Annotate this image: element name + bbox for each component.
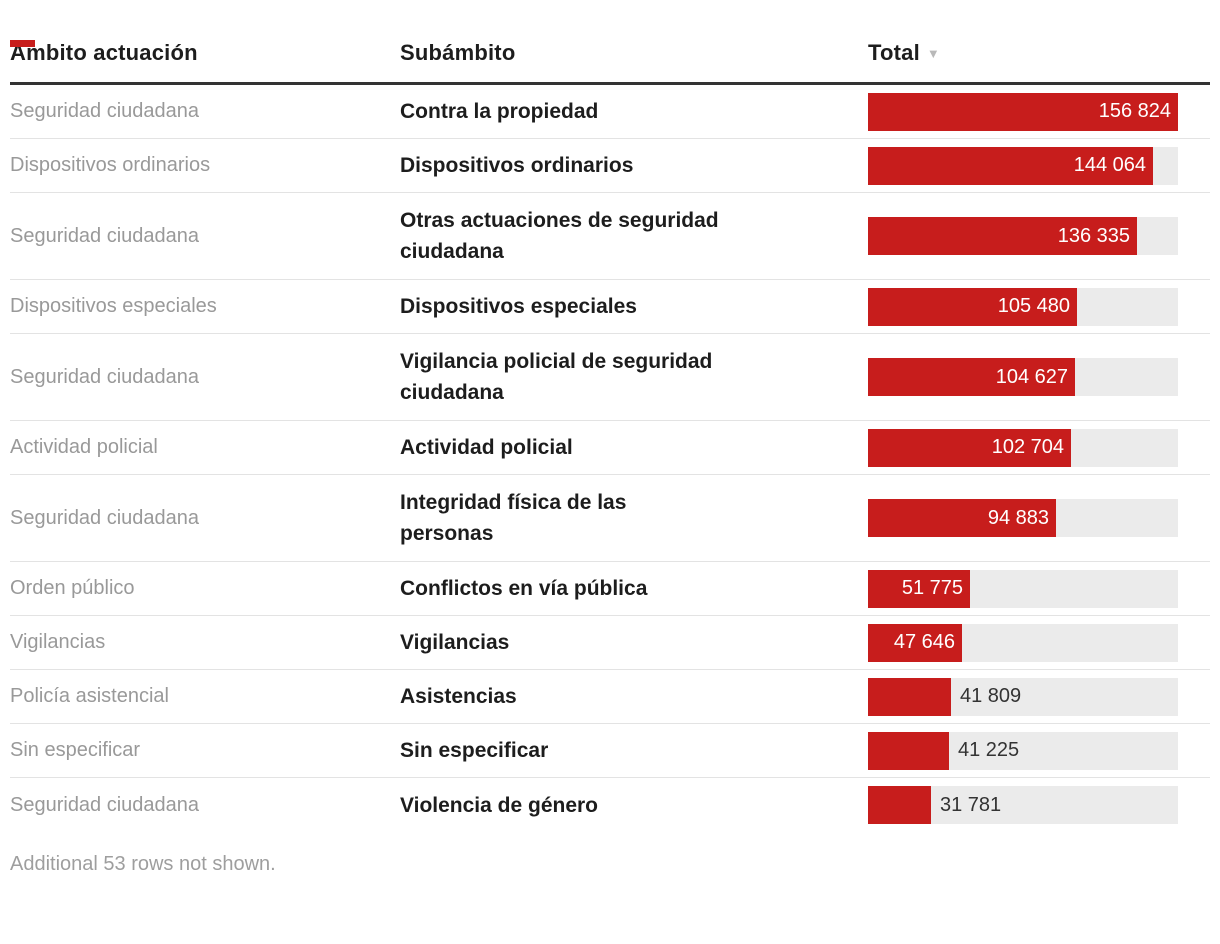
subambito-cell: Vigilancia policial de seguridad ciudada… bbox=[400, 350, 713, 404]
column-header-subambito[interactable]: Subámbito bbox=[400, 40, 516, 65]
total-cell: 94 883 bbox=[868, 499, 1178, 537]
total-value: 94 883 bbox=[987, 506, 1049, 529]
total-bar: 144 064 bbox=[868, 146, 1153, 185]
total-value: 47 646 bbox=[893, 631, 955, 653]
subambito-cell: Asistencias bbox=[400, 685, 517, 708]
ambito-cell: Seguridad ciudadana bbox=[10, 793, 200, 816]
total-value: 31 781 bbox=[940, 793, 1002, 816]
bar-track: 156 824 bbox=[868, 92, 1178, 131]
total-cell: 47 646 bbox=[868, 623, 1178, 662]
table-row: Dispositivos especiales Dispositivos espe… bbox=[10, 280, 1210, 334]
ambito-cell: Actividad policial bbox=[10, 436, 158, 458]
bar-track: 51 775 bbox=[868, 569, 1178, 608]
table-row: Vigilancias Vigilancias 47 646 bbox=[10, 616, 1210, 670]
subambito-cell: Vigilancias bbox=[400, 631, 510, 654]
ambito-cell: Seguridad ciudadana bbox=[10, 365, 200, 388]
total-cell: 41 809 bbox=[868, 677, 1178, 716]
table-row: Seguridad ciudadana Integridad física de … bbox=[10, 475, 1210, 562]
table-row: Policía asistencial Asistencias 41 809 bbox=[10, 670, 1210, 724]
subambito-cell: Conflictos en vía pública bbox=[400, 577, 648, 600]
table-body: Seguridad ciudadana Contra la propiedad 15… bbox=[10, 85, 1210, 832]
total-value: 144 064 bbox=[1073, 154, 1146, 176]
total-value: 41 809 bbox=[960, 685, 1022, 707]
total-bar: 94 883 bbox=[868, 499, 1056, 537]
bar-track: 94 883 bbox=[868, 499, 1178, 537]
bar-track: 104 627 bbox=[868, 358, 1178, 396]
column-header-total[interactable]: Total ▼ bbox=[868, 40, 1178, 66]
table-row: Seguridad ciudadana Contra la propiedad 15… bbox=[10, 85, 1210, 139]
top-left-red-mark bbox=[10, 40, 35, 47]
table-header: Ámbito actuación Subámbito Total ▼ bbox=[10, 40, 1210, 85]
subambito-cell: Dispositivos ordinarios bbox=[400, 154, 634, 177]
total-cell: 144 064 bbox=[868, 146, 1178, 185]
total-bar: 51 775 bbox=[868, 569, 970, 608]
total-cell: 41 225 bbox=[868, 731, 1178, 770]
total-value: 136 335 bbox=[1057, 224, 1130, 247]
total-cell: 51 775 bbox=[868, 569, 1178, 608]
table-row: Orden público Conflictos en vía pública 51… bbox=[10, 562, 1210, 616]
total-bar: 156 824 bbox=[868, 92, 1178, 131]
subambito-cell: Contra la propiedad bbox=[400, 100, 599, 123]
subambito-cell: Dispositivos especiales bbox=[400, 295, 637, 318]
ambito-cell: Seguridad ciudadana bbox=[10, 506, 200, 529]
total-cell: 31 781 bbox=[868, 786, 1178, 824]
ambito-cell: Sin especificar bbox=[10, 739, 141, 761]
ambito-cell: Orden público bbox=[10, 577, 135, 599]
sort-desc-icon: ▼ bbox=[926, 46, 940, 61]
table-row: Seguridad ciudadana Violencia de género 31… bbox=[10, 778, 1210, 832]
total-value: 41 225 bbox=[958, 739, 1020, 761]
ambito-cell: Dispositivos ordinarios bbox=[10, 154, 211, 176]
ambito-cell: Vigilancias bbox=[10, 631, 106, 653]
total-cell: 136 335 bbox=[868, 217, 1178, 255]
table-row: Sin especificar Sin especificar 41 225 bbox=[10, 724, 1210, 778]
subambito-cell: Sin especificar bbox=[400, 739, 549, 762]
ambito-cell: Seguridad ciudadana bbox=[10, 224, 200, 247]
subambito-cell: Integridad física de las personas bbox=[400, 491, 627, 545]
column-header-total-label: Total bbox=[868, 40, 920, 65]
table-row: Seguridad ciudadana Vigilancia policial d… bbox=[10, 334, 1210, 421]
total-value: 156 824 bbox=[1098, 100, 1171, 122]
total-bar bbox=[868, 677, 951, 716]
bar-track: 105 480 bbox=[868, 287, 1178, 326]
total-bar: 104 627 bbox=[868, 358, 1075, 396]
bar-track: 136 335 bbox=[868, 217, 1178, 255]
bar-track: 144 064 bbox=[868, 146, 1178, 185]
bar-track: 41 225 bbox=[868, 731, 1178, 770]
total-cell: 156 824 bbox=[868, 92, 1178, 131]
bar-track: 47 646 bbox=[868, 623, 1178, 662]
footer-note: Additional 53 rows not shown. bbox=[10, 853, 276, 875]
total-bar: 105 480 bbox=[868, 287, 1077, 326]
total-cell: 105 480 bbox=[868, 287, 1178, 326]
subambito-cell: Actividad policial bbox=[400, 436, 573, 459]
table-row: Seguridad ciudadana Otras actuaciones de … bbox=[10, 193, 1210, 280]
total-value: 105 480 bbox=[997, 295, 1070, 317]
total-bar: 47 646 bbox=[868, 623, 962, 662]
ambito-cell: Policía asistencial bbox=[10, 685, 169, 707]
total-cell: 102 704 bbox=[868, 428, 1178, 467]
table-row: Dispositivos ordinarios Dispositivos ordi… bbox=[10, 139, 1210, 193]
total-cell: 104 627 bbox=[868, 358, 1178, 396]
ambito-cell: Seguridad ciudadana bbox=[10, 100, 200, 122]
total-value: 51 775 bbox=[901, 577, 963, 599]
bar-track: 41 809 bbox=[868, 677, 1178, 716]
subambito-cell: Otras actuaciones de seguridad ciudadana bbox=[400, 209, 719, 263]
bar-table: Ámbito actuación Subámbito Total ▼ Seguri… bbox=[0, 40, 1220, 876]
bar-track: 31 781 bbox=[868, 786, 1178, 824]
total-value: 104 627 bbox=[995, 365, 1068, 388]
total-bar bbox=[868, 786, 931, 824]
total-bar: 102 704 bbox=[868, 428, 1071, 467]
total-value: 102 704 bbox=[991, 436, 1064, 458]
bar-track: 102 704 bbox=[868, 428, 1178, 467]
subambito-cell: Violencia de género bbox=[400, 793, 599, 817]
total-bar bbox=[868, 731, 949, 770]
total-bar: 136 335 bbox=[868, 217, 1137, 255]
table-row: Actividad policial Actividad policial 102 … bbox=[10, 421, 1210, 475]
column-header-ambito[interactable]: Ámbito actuación bbox=[10, 40, 198, 65]
ambito-cell: Dispositivos especiales bbox=[10, 295, 217, 317]
